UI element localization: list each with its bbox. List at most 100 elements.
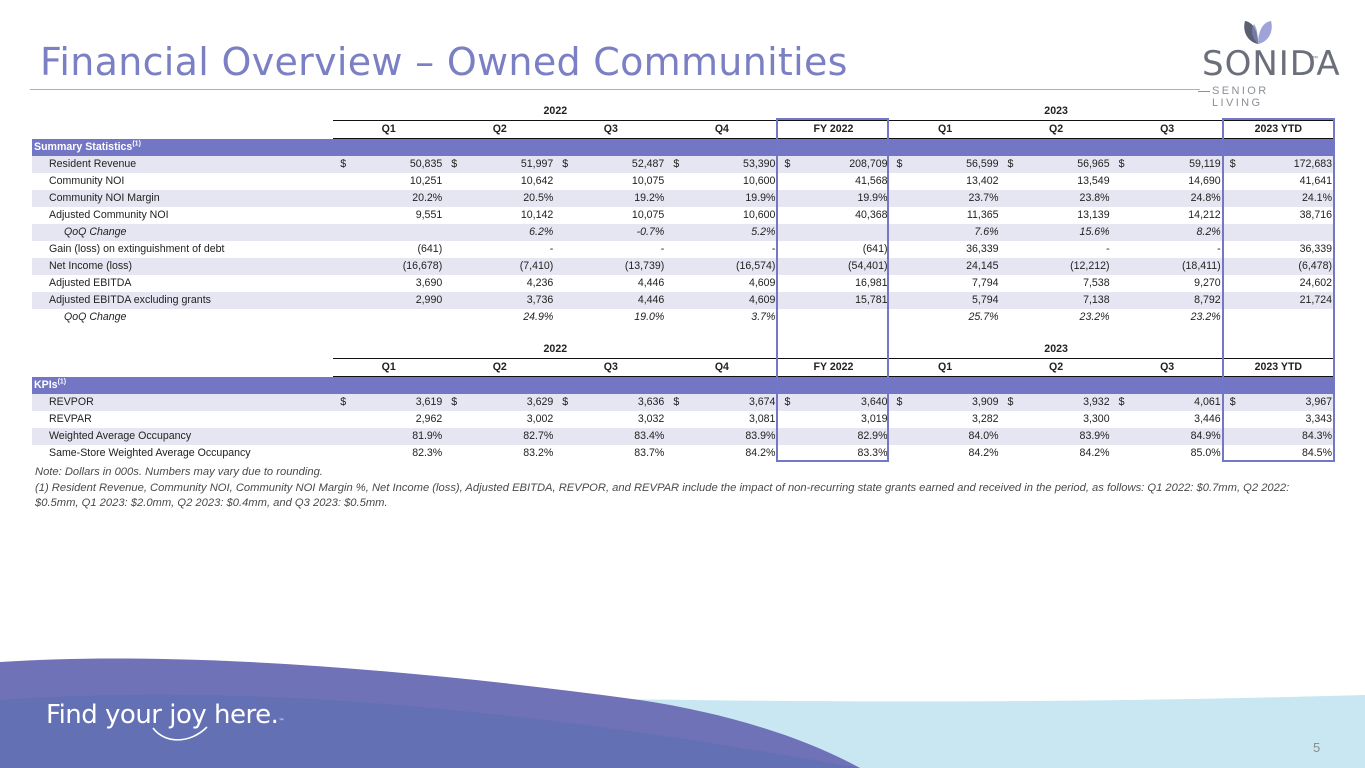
value-cell: -	[464, 241, 556, 258]
currency-symbol: $	[889, 394, 910, 411]
blank-cell	[666, 190, 687, 207]
value-cell: 24,145	[909, 258, 1001, 275]
blank-cell	[444, 411, 465, 428]
blank-cell	[777, 428, 798, 445]
value-cell: 25.7%	[909, 309, 1001, 326]
value-cell: (54,401)	[797, 258, 890, 275]
row-label: Weighted Average Occupancy	[32, 428, 334, 445]
value-cell: 20.5%	[464, 190, 556, 207]
blank-cell	[1222, 224, 1243, 241]
currency-symbol: $	[666, 394, 687, 411]
row-label: Community NOI	[32, 173, 334, 190]
section-label-text: KPIs	[34, 379, 58, 391]
column-header: Q1	[333, 358, 445, 377]
column-header: Q2	[1000, 358, 1112, 377]
blank-cell	[333, 411, 354, 428]
row-label: Net Income (loss)	[32, 258, 334, 275]
value-cell: (16,678)	[353, 258, 445, 275]
blank-cell	[777, 207, 798, 224]
blank-cell	[333, 292, 354, 309]
row-label: Community NOI Margin	[32, 190, 334, 207]
value-cell: 10,142	[464, 207, 556, 224]
value-cell: 3,619	[353, 394, 445, 411]
currency-symbol: $	[777, 156, 798, 173]
column-header: Q3	[555, 120, 667, 139]
value-cell: 208,709	[797, 156, 890, 173]
value-cell: 51,997	[464, 156, 556, 173]
row-label: Adjusted Community NOI	[32, 207, 334, 224]
blank-cell	[1000, 428, 1021, 445]
fy2022-highlight-box	[776, 118, 889, 462]
value-cell: 23.7%	[909, 190, 1001, 207]
footnote-marker: (1)	[132, 140, 141, 148]
value-cell: 2,962	[353, 411, 445, 428]
value-cell	[797, 309, 890, 326]
value-cell: 3,446	[1131, 411, 1223, 428]
value-cell: 85.0%	[1131, 445, 1223, 462]
blank-cell	[1000, 445, 1021, 462]
year-header-row: 2022 2023	[32, 103, 1334, 121]
value-cell: 7,138	[1020, 292, 1112, 309]
value-cell: 9,270	[1131, 275, 1223, 292]
table-row: QoQ Change 24.9% 19.0% 3.7% 25.7% 23.2% 23.2%	[32, 309, 1334, 326]
blank-cell	[666, 428, 687, 445]
blank-cell	[555, 428, 576, 445]
currency-symbol: $	[1222, 156, 1243, 173]
blank-cell	[1000, 292, 1021, 309]
value-cell: 3,736	[464, 292, 556, 309]
blank-cell	[333, 309, 354, 326]
blank-cell	[777, 275, 798, 292]
column-header: Q1	[889, 120, 1001, 139]
blank-cell	[1111, 207, 1132, 224]
blank-cell	[889, 173, 910, 190]
blank-cell	[889, 241, 910, 258]
footer-slogan-text: Find your joy here.	[46, 700, 279, 730]
column-header: Q2	[1000, 120, 1112, 139]
blank-cell	[1111, 428, 1132, 445]
currency-symbol: $	[333, 156, 354, 173]
currency-symbol: $	[444, 394, 465, 411]
blank-cell	[777, 241, 798, 258]
row-label: Gain (loss) on extinguishment of debt	[32, 241, 334, 258]
column-header: Q4	[666, 358, 778, 377]
value-cell: (16,574)	[686, 258, 778, 275]
row-label: REVPAR	[32, 411, 334, 428]
value-cell: 8.2%	[1131, 224, 1223, 241]
blank-cell	[889, 292, 910, 309]
value-cell: 36,339	[1242, 241, 1334, 258]
footnote-marker: (1)	[57, 378, 67, 386]
value-cell: 23.8%	[1020, 190, 1112, 207]
value-cell: 5.2%	[686, 224, 778, 241]
blank-cell	[444, 207, 465, 224]
currency-symbol: $	[555, 156, 576, 173]
table-row: REVPAR 2,962 3,002 3,032 3,081 3,019 3,282 3,30…	[32, 411, 1334, 428]
kpi-table: 2022 2023 Q1 Q2 Q3 Q4 FY 2022 Q1 Q2 Q3 2023 YTD KPI…	[32, 341, 1334, 462]
blank-cell	[666, 258, 687, 275]
value-cell: 7,794	[909, 275, 1001, 292]
blank-cell	[1000, 224, 1021, 241]
value-cell	[1242, 224, 1334, 241]
value-cell: 3,636	[575, 394, 667, 411]
blank-cell	[1000, 207, 1021, 224]
value-cell: 15.6%	[1020, 224, 1112, 241]
value-cell: 24.8%	[1131, 190, 1223, 207]
currency-symbol: $	[777, 394, 798, 411]
note-rounding: Note: Dollars in 000s. Numbers may vary …	[35, 466, 323, 478]
value-cell: 8,792	[1131, 292, 1223, 309]
value-cell	[353, 224, 445, 241]
row-label: Adjusted EBITDA excluding grants	[32, 292, 334, 309]
value-cell: 83.7%	[575, 445, 667, 462]
value-cell: 7,538	[1020, 275, 1112, 292]
value-cell: 20.2%	[353, 190, 445, 207]
value-cell: 16,981	[797, 275, 890, 292]
row-label: Resident Revenue	[32, 156, 334, 173]
value-cell: 56,965	[1020, 156, 1112, 173]
blank-cell	[1111, 241, 1132, 258]
value-cell: 4,609	[686, 275, 778, 292]
value-cell: 52,487	[575, 156, 667, 173]
blank-cell	[666, 309, 687, 326]
section-header-row: Summary Statistics(1)	[32, 138, 1334, 156]
value-cell: 4,446	[575, 292, 667, 309]
column-header: Q2	[444, 120, 556, 139]
blank-cell	[1111, 190, 1132, 207]
